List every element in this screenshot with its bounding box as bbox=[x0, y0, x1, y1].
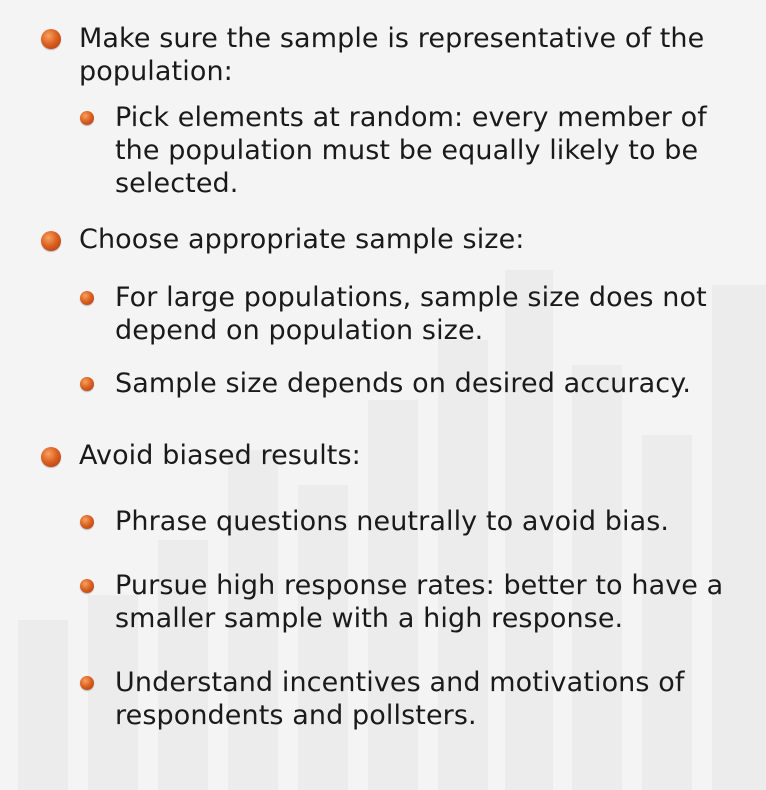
background-bar bbox=[158, 540, 208, 790]
bullet-pick-random: Pick elements at random: every member of… bbox=[115, 102, 707, 199]
bullet-desired-accuracy: Sample size depends on desired accuracy. bbox=[115, 368, 692, 399]
background-bar bbox=[642, 435, 692, 790]
bullet-sample-size: Choose appropriate sample size: bbox=[79, 224, 525, 255]
orange-orb-bullet-icon bbox=[41, 447, 61, 467]
background-bar bbox=[298, 485, 348, 790]
orange-orb-bullet-icon bbox=[80, 676, 94, 690]
orange-orb-bullet-icon bbox=[80, 111, 94, 125]
orange-orb-bullet-icon bbox=[41, 231, 61, 251]
orange-orb-bullet-icon bbox=[80, 579, 94, 593]
orange-orb-bullet-icon bbox=[80, 291, 94, 305]
background-bar bbox=[712, 285, 766, 790]
background-bar bbox=[88, 595, 138, 790]
background-bar bbox=[572, 365, 622, 790]
bullet-large-populations: For large populations, sample size does … bbox=[115, 282, 707, 346]
orange-orb-bullet-icon bbox=[41, 29, 61, 49]
bullet-incentives: Understand incentives and motivations of… bbox=[115, 667, 685, 731]
background-bar bbox=[368, 400, 418, 790]
orange-orb-bullet-icon bbox=[80, 377, 94, 391]
bullet-avoid-bias: Avoid biased results: bbox=[79, 440, 361, 471]
background-bar bbox=[438, 340, 488, 790]
bullet-phrase-neutrally: Phrase questions neutrally to avoid bias… bbox=[115, 506, 670, 537]
orange-orb-bullet-icon bbox=[80, 515, 94, 529]
bullet-representative-sample: Make sure the sample is representative o… bbox=[79, 23, 705, 87]
bullet-response-rates: Pursue high response rates: better to ha… bbox=[115, 570, 724, 634]
background-bar bbox=[505, 270, 553, 790]
background-bar bbox=[228, 450, 278, 790]
background-bar bbox=[18, 620, 68, 790]
